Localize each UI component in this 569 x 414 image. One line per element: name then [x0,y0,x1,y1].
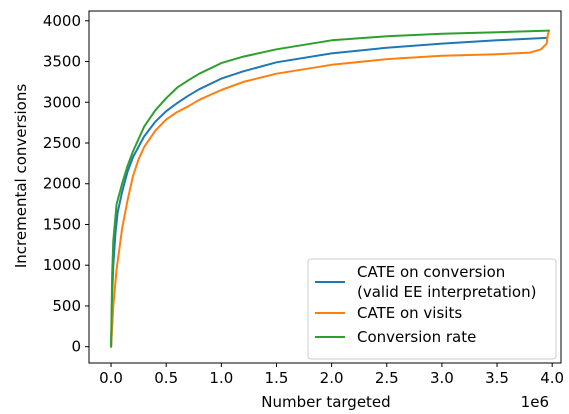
legend: CATE on conversion (valid EE interpretati… [307,258,557,360]
y-tick-label: 500 [52,297,81,315]
legend-label-1: CATE on visits [357,304,462,322]
x-tick-label: 0.5 [154,369,178,387]
legend-box [307,258,557,360]
plot-frame [88,10,562,364]
x-axis-label: Number targeted [261,393,390,411]
x-tick-label: 1.5 [265,369,289,387]
legend-label-0: CATE on conversion (valid EE interpretati… [357,263,536,301]
legend-label-2: Conversion rate [357,328,476,346]
y-axis-ticks: 0 500 1000 1500 2000 2500 3000 3500 4000 [43,12,89,356]
x-tick-label: 2.0 [320,369,344,387]
x-axis-offset-label: 1e6 [521,393,549,411]
y-tick-label: 2000 [43,175,81,193]
series-line-1 [110,29,550,348]
x-tick-label: 3.5 [485,369,509,387]
y-tick-label: 1500 [43,215,81,233]
x-axis-ticks: 0.0 0.5 1.0 1.5 2.0 2.5 3.0 3.5 4.0 [99,363,564,387]
y-tick-label: 0 [71,338,81,356]
x-tick-label: 0.0 [99,369,123,387]
y-tick-label: 3500 [43,53,81,71]
series-lines [110,29,550,348]
series-line-2 [110,29,550,348]
x-tick-label: 1.0 [209,369,233,387]
y-axis-label: Incremental conversions [12,84,30,268]
y-tick-label: 1000 [43,256,81,274]
x-tick-label: 2.5 [375,369,399,387]
series-line-0 [110,36,548,348]
x-tick-label: 4.0 [540,369,564,387]
y-tick-label: 3000 [43,93,81,111]
y-tick-label: 4000 [43,12,81,30]
x-tick-label: 3.0 [430,369,454,387]
y-tick-label: 2500 [43,134,81,152]
